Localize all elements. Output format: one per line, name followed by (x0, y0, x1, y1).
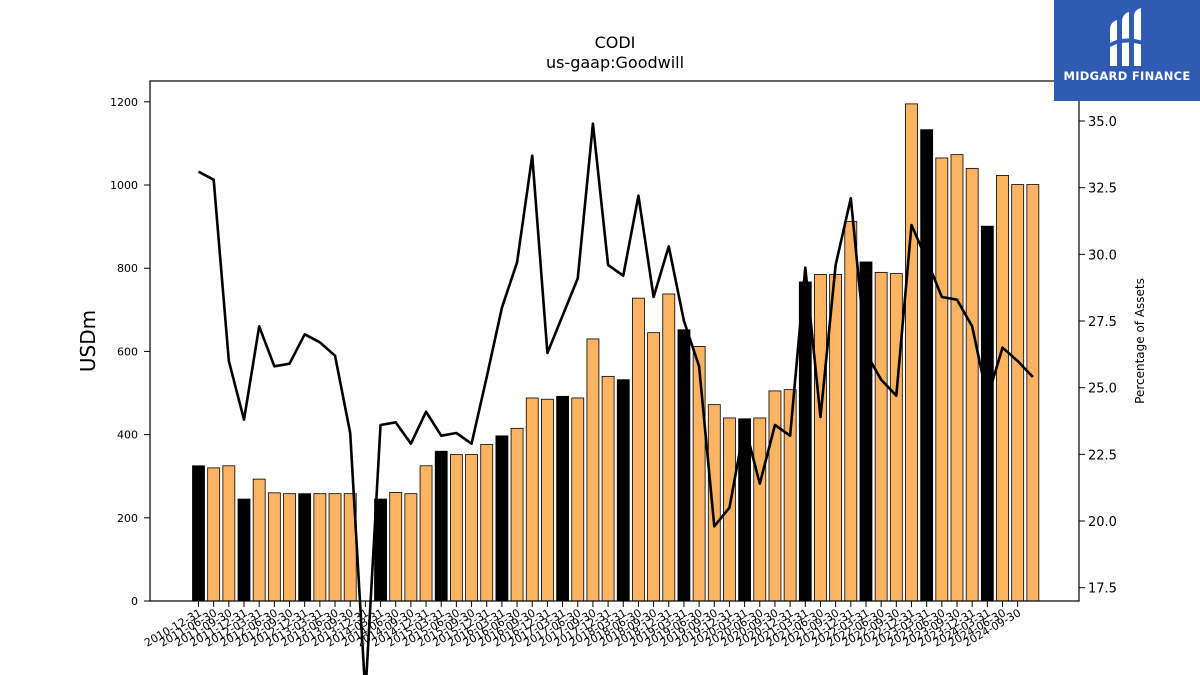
bar (677, 329, 691, 602)
bar (692, 346, 706, 602)
y2-tick-label: 20.0 (1088, 515, 1117, 530)
bar (298, 493, 312, 602)
bar (207, 467, 221, 602)
bar (707, 404, 721, 602)
bar (753, 417, 767, 602)
chart-subtitle: us-gaap:Goodwill (546, 53, 684, 72)
bar (556, 395, 569, 602)
bar (965, 167, 979, 602)
bar (267, 492, 281, 602)
bar (237, 498, 251, 602)
bar-series (192, 103, 1040, 602)
y-tick-label: 800 (117, 262, 138, 275)
y2-tick-label: 35.0 (1088, 115, 1117, 130)
bar (920, 129, 934, 602)
y2-axis-label: Percentage of Assets (1133, 278, 1147, 404)
y-tick-label: 1200 (110, 96, 138, 109)
bar (313, 493, 327, 602)
bar (283, 493, 296, 602)
y2-tick-label: 22.5 (1088, 448, 1117, 463)
bar (389, 492, 403, 602)
chart-title: CODI (595, 33, 636, 52)
bar (814, 274, 827, 602)
bar (905, 103, 918, 602)
y-tick-label: 0 (131, 595, 138, 608)
bar (404, 493, 418, 602)
bar (510, 427, 524, 602)
y2-tick-label: 30.0 (1088, 248, 1117, 263)
bar (465, 454, 478, 602)
bar (798, 281, 812, 602)
bar (252, 478, 266, 602)
y2-tick-label: 25.0 (1088, 382, 1117, 397)
y-tick-label: 400 (117, 429, 138, 442)
line-series (197, 122, 1034, 675)
right-axis: 17.5 20.0 22.5 25.0 27.5 30.0 32.5 35.0 (1079, 115, 1117, 597)
bar (222, 465, 236, 602)
bar (192, 465, 205, 602)
midgard-finance-logo: MIDGARD FINANCE (1054, 0, 1200, 101)
y2-tick-label: 17.5 (1088, 582, 1117, 597)
logo-text: MIDGARD FINANCE (1063, 69, 1191, 83)
y-axis-label: USDm (76, 310, 100, 372)
bar (616, 379, 630, 602)
y-tick-label: 1000 (110, 179, 138, 192)
bar (996, 175, 1009, 602)
bar (768, 390, 782, 602)
bar (449, 454, 463, 602)
bar (889, 273, 903, 602)
bar (419, 465, 433, 602)
bar (1026, 184, 1040, 602)
bar (632, 297, 645, 602)
bar (586, 338, 600, 602)
y-tick-label: 200 (117, 512, 138, 525)
bar (829, 274, 843, 602)
bar (495, 435, 509, 602)
bar (647, 332, 660, 602)
y2-tick-label: 32.5 (1088, 182, 1117, 197)
x-axis: 2010-12-312011-06-302011-09-302011-12-31… (142, 601, 1023, 650)
bar (935, 157, 949, 602)
bar (541, 398, 554, 602)
bar (844, 221, 858, 602)
bar (874, 271, 888, 602)
bar (662, 293, 676, 602)
bar (950, 154, 964, 602)
left-axis: 0 200 400 600 800 1000 1200 (110, 96, 150, 608)
bar (434, 450, 448, 602)
midgard-logo-icon (1108, 8, 1146, 66)
bar (1011, 184, 1025, 602)
bar (328, 493, 342, 602)
y2-tick-label: 27.5 (1088, 315, 1117, 330)
bar (525, 397, 539, 602)
bar (601, 375, 615, 602)
bar (571, 397, 585, 602)
percentage-line (197, 122, 1034, 675)
y-tick-label: 600 (117, 345, 138, 358)
plot-frame (149, 80, 1080, 602)
bar (980, 225, 994, 602)
bar (480, 444, 494, 602)
